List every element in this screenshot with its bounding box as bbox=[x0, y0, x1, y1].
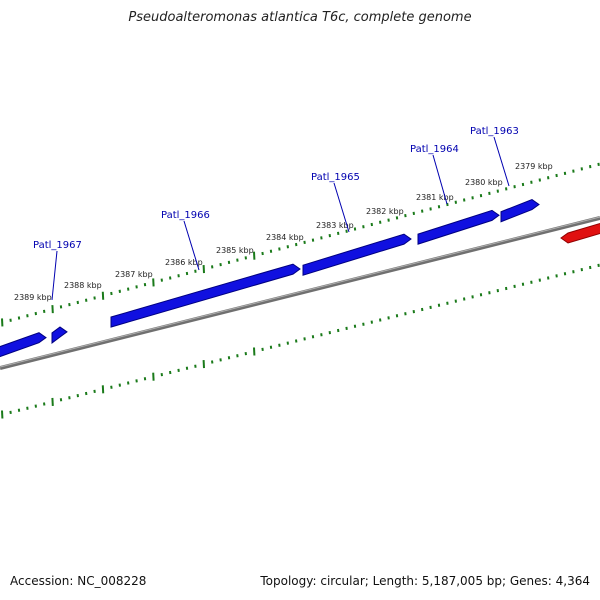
accession-text: Accession: NC_008228 bbox=[10, 574, 147, 588]
tick-label: 2384 kbp bbox=[266, 233, 304, 242]
gene-arrow bbox=[302, 233, 412, 276]
gene-arrow bbox=[417, 209, 500, 245]
tick-label: 2381 kbp bbox=[416, 193, 454, 202]
tick-label: 2379 kbp bbox=[515, 162, 553, 171]
backbone-line bbox=[0, 216, 600, 370]
gene-label-leader bbox=[183, 220, 200, 271]
tick-label: 2383 kbp bbox=[316, 221, 354, 230]
tick-label: 2386 kbp bbox=[165, 258, 203, 267]
tick-label: 2382 kbp bbox=[366, 207, 404, 216]
gene-arrow bbox=[500, 199, 540, 223]
gene-arrow bbox=[0, 332, 47, 358]
tick-label: 2387 kbp bbox=[115, 270, 153, 279]
gene-label-leader bbox=[493, 136, 510, 187]
gene-label: Patl_1963 bbox=[470, 126, 519, 137]
gene-label: Patl_1967 bbox=[33, 240, 82, 251]
tick-label: 2380 kbp bbox=[465, 178, 503, 187]
tick-label: 2385 kbp bbox=[216, 246, 254, 255]
gene-label-leader bbox=[51, 250, 58, 301]
gene-label-leader bbox=[432, 154, 448, 205]
backbone-highlight bbox=[0, 216, 600, 368]
gene-arrow bbox=[51, 326, 68, 344]
gene-label: Patl_1966 bbox=[161, 210, 210, 221]
gene-arrow bbox=[110, 263, 301, 328]
tick-label: 2389 kbp bbox=[14, 293, 52, 302]
summary-text: Topology: circular; Length: 5,187,005 bp… bbox=[260, 574, 590, 588]
map-title: Pseudoalteromonas atlantica T6c, complet… bbox=[128, 10, 472, 25]
gene-label: Patl_1964 bbox=[410, 144, 459, 155]
gene-arrow-reverse bbox=[560, 222, 600, 244]
tick-label: 2388 kbp bbox=[64, 281, 102, 290]
gene-label: Patl_1965 bbox=[311, 172, 360, 183]
gene-label-leader bbox=[333, 182, 350, 233]
